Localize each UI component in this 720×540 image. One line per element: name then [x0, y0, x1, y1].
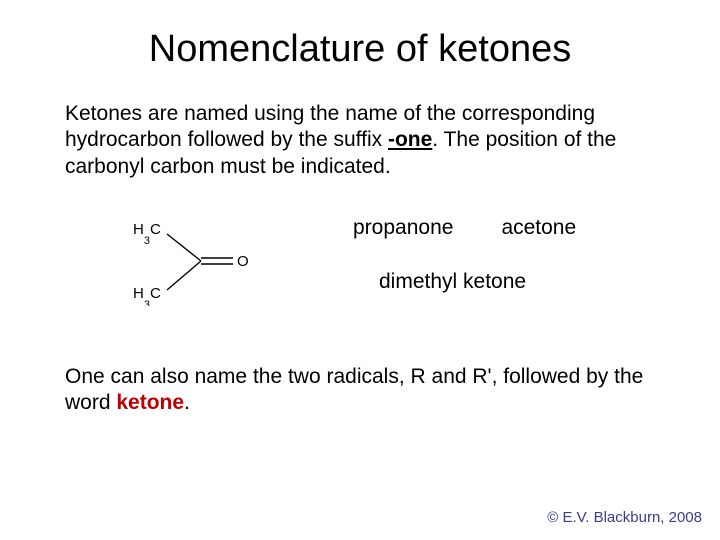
paragraph-2: One can also name the two radicals, R an…	[65, 364, 655, 417]
names-row-1: propanone acetone	[353, 216, 576, 240]
structure-svg: H3C H3C O	[105, 216, 325, 306]
para1-suffix: -one	[388, 128, 432, 151]
top-methyl-label: H3C	[133, 221, 161, 247]
oxygen-label: O	[237, 253, 249, 270]
bond-bottom	[167, 261, 201, 290]
slide-title: Nomenclature of ketones	[0, 0, 720, 71]
name-propanone: propanone	[353, 216, 453, 240]
slide-container: Nomenclature of ketones Ketones are name…	[0, 0, 720, 540]
bottom-methyl-label: H3C	[133, 285, 161, 306]
para2-keyword: ketone	[116, 391, 184, 414]
names-column: propanone acetone dimethyl ketone	[353, 216, 576, 294]
name-dimethyl-ketone: dimethyl ketone	[379, 270, 576, 294]
bond-top	[167, 234, 201, 261]
para2-text-b: .	[184, 391, 190, 414]
copyright-notice: © E.V. Blackburn, 2008	[547, 509, 702, 526]
paragraph-1: Ketones are named using the name of the …	[65, 101, 655, 180]
chemical-structure: H3C H3C O	[105, 216, 325, 306]
structure-and-names-row: H3C H3C O propanone acetone	[65, 216, 655, 306]
name-acetone: acetone	[501, 216, 576, 240]
